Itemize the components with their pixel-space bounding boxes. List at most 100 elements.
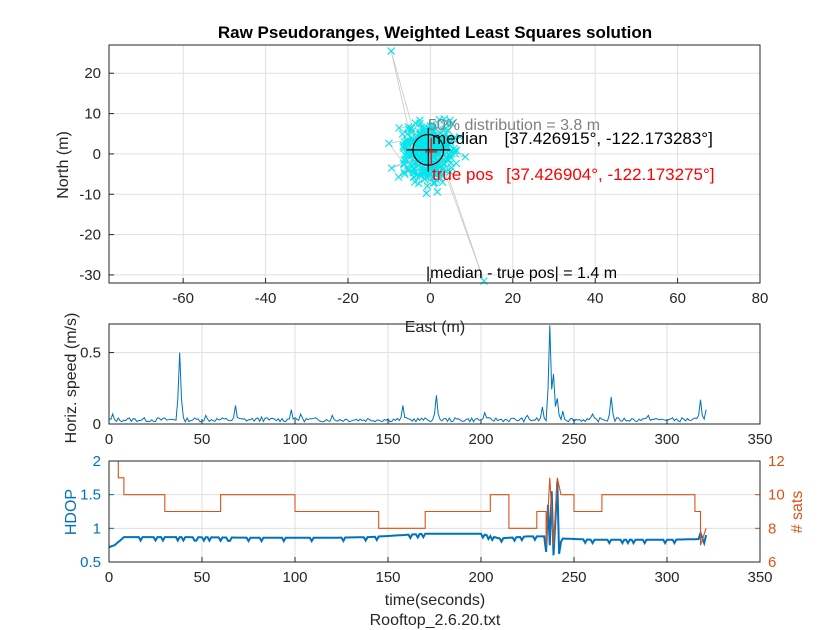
time-x-label: time(seconds) bbox=[385, 592, 485, 609]
position-point bbox=[410, 136, 419, 144]
position-point bbox=[408, 127, 417, 136]
sats-tick-label: 10 bbox=[768, 487, 785, 504]
position-point bbox=[450, 144, 458, 153]
distribution-annotation: 50% distribution = 3.8 m bbox=[428, 117, 600, 134]
y-tick-label: 0.5 bbox=[80, 345, 101, 362]
y-tick-label: 10 bbox=[84, 106, 101, 123]
position-point bbox=[387, 164, 396, 173]
x-tick-label: 100 bbox=[282, 431, 307, 448]
sats-line bbox=[109, 460, 707, 546]
position-point bbox=[435, 149, 444, 158]
x-tick-label: 50 bbox=[194, 431, 211, 448]
x-tick-label: -20 bbox=[337, 290, 359, 307]
position-x-label: East (m) bbox=[405, 319, 465, 336]
sats-tick-label: 8 bbox=[768, 520, 776, 537]
position-markers bbox=[406, 127, 451, 172]
x-tick-label: 40 bbox=[587, 290, 604, 307]
speed-plot: 0 50 100 150 200 250 300 350 0 0.5 Horiz. speed (… bbox=[63, 313, 773, 448]
chart-title: Raw Pseudoranges, Weighted Least Squares… bbox=[218, 23, 652, 42]
position-plot: Raw Pseudoranges, Weighted Least Squares… bbox=[55, 23, 768, 336]
x-tick-label: 200 bbox=[468, 431, 493, 448]
true-pos-value: [37.426904°, -122.173275°] bbox=[506, 165, 714, 184]
x-tick-label: 200 bbox=[468, 569, 493, 586]
position-point bbox=[415, 116, 424, 125]
true-pos-marker bbox=[425, 137, 438, 166]
x-tick-label: 0 bbox=[105, 569, 113, 586]
position-point bbox=[395, 123, 403, 132]
position-point bbox=[461, 152, 470, 161]
position-point bbox=[423, 181, 432, 190]
position-point bbox=[407, 124, 416, 133]
y-tick-label: 20 bbox=[84, 65, 101, 82]
position-point bbox=[404, 125, 413, 134]
x-tick-label: 150 bbox=[375, 569, 400, 586]
position-point bbox=[409, 168, 418, 177]
x-tick-label: -60 bbox=[172, 290, 194, 307]
hdop-plot: 0 50 100 150 200 250 300 350 0.5 1 1.5 2 6 8 10 12 HDOP… bbox=[63, 453, 806, 609]
x-tick-label: 350 bbox=[747, 569, 772, 586]
position-point bbox=[444, 156, 453, 165]
x-tick-label: 20 bbox=[504, 290, 521, 307]
y-tick-label: -10 bbox=[79, 186, 101, 203]
y-tick-label: -20 bbox=[79, 227, 101, 244]
position-point bbox=[417, 123, 426, 132]
position-point bbox=[385, 139, 393, 148]
position-point bbox=[443, 119, 452, 127]
position-point bbox=[400, 144, 409, 153]
hdop-tick-label: 2 bbox=[93, 453, 101, 470]
position-point bbox=[423, 151, 432, 160]
median-annotation: median [37.426915°, -122.173283°] bbox=[432, 129, 713, 148]
median-marker bbox=[406, 127, 451, 172]
position-point bbox=[422, 189, 431, 198]
y-tick-label: -30 bbox=[79, 267, 101, 284]
position-point bbox=[434, 167, 443, 176]
x-tick-label: 0 bbox=[105, 431, 113, 448]
position-point bbox=[450, 133, 459, 142]
hdop-sats-series bbox=[108, 460, 708, 556]
median-value: [37.426915°, -122.173283°] bbox=[505, 129, 713, 148]
position-point bbox=[451, 149, 459, 158]
x-tick-label: 250 bbox=[561, 569, 586, 586]
x-tick-label: 150 bbox=[375, 431, 400, 448]
hdop-y-label: HDOP bbox=[63, 489, 80, 535]
error-annotation: |median - true pos| = 1.4 m bbox=[426, 265, 617, 282]
position-point bbox=[412, 133, 420, 142]
sats-tick-label: 6 bbox=[768, 554, 776, 571]
position-ticks: -60 -40 -20 0 20 40 60 80 20 10 0 -10 -20 -30 bbox=[79, 65, 768, 307]
position-point bbox=[421, 171, 430, 180]
position-y-label: North (m) bbox=[55, 131, 72, 199]
hdop-tick-label: 0.5 bbox=[80, 554, 101, 571]
position-point bbox=[387, 47, 396, 55]
position-point bbox=[400, 160, 409, 169]
position-point bbox=[416, 144, 424, 153]
position-point bbox=[411, 119, 420, 128]
position-point bbox=[400, 137, 409, 146]
x-tick-label: 60 bbox=[669, 290, 686, 307]
x-tick-label: 50 bbox=[194, 569, 211, 586]
hdop-ticks: 0 50 100 150 200 250 300 350 0.5 1 1.5 2 6 8 10 12 bbox=[80, 453, 785, 586]
hdop-axes-frame bbox=[108, 460, 761, 563]
position-point bbox=[394, 173, 403, 181]
hdop-tick-label: 1.5 bbox=[80, 487, 101, 504]
position-point bbox=[403, 130, 412, 138]
position-point bbox=[433, 187, 442, 196]
position-point bbox=[440, 115, 449, 123]
position-point bbox=[414, 179, 423, 188]
y-tick-label: 0 bbox=[93, 416, 101, 433]
speed-series bbox=[108, 325, 707, 423]
speed-line bbox=[108, 325, 707, 423]
y-tick-label: 0 bbox=[93, 146, 101, 163]
x-tick-label: 350 bbox=[747, 431, 772, 448]
x-tick-label: 300 bbox=[654, 569, 679, 586]
position-point bbox=[442, 167, 451, 176]
hdop-line bbox=[108, 481, 708, 556]
x-tick-label: 80 bbox=[752, 290, 769, 307]
position-point bbox=[428, 125, 437, 133]
hdop-tick-label: 1 bbox=[93, 520, 101, 537]
position-annotations: 50% distribution = 3.8 m median [37.4269… bbox=[426, 117, 715, 282]
true-pos-label: true pos bbox=[432, 165, 493, 184]
x-tick-label: 250 bbox=[561, 431, 586, 448]
position-point bbox=[428, 167, 436, 176]
position-point bbox=[400, 168, 408, 177]
